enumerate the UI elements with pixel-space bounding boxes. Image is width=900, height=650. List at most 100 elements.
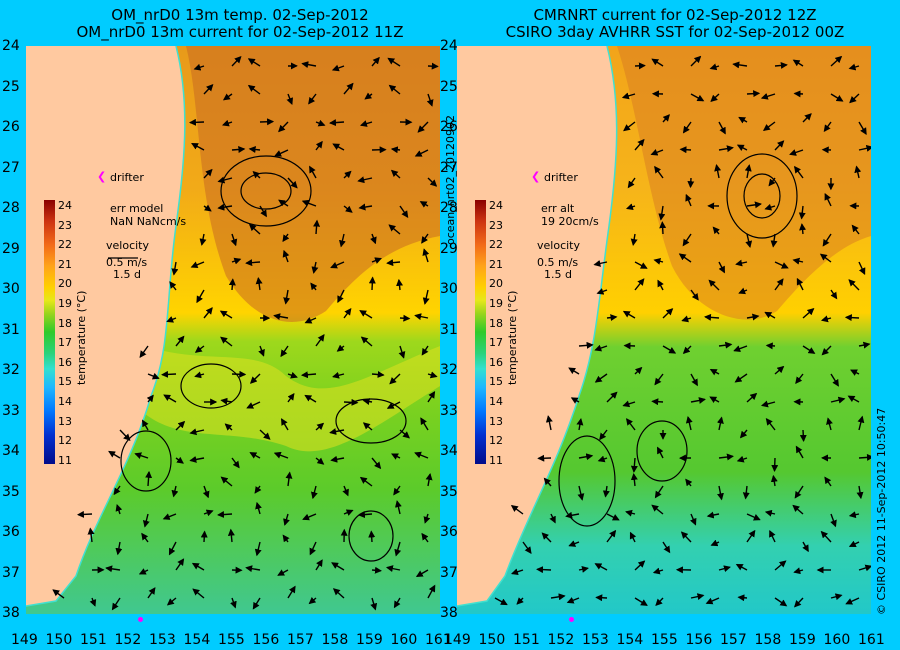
- current-vector: [87, 527, 95, 543]
- current-vector: [161, 370, 177, 378]
- current-vector: [858, 144, 871, 152]
- current-vector: [171, 485, 179, 498]
- current-vector: [231, 55, 242, 67]
- current-vector: [368, 276, 376, 291]
- current-vector: [168, 541, 177, 556]
- current-vector: [282, 233, 290, 243]
- current-vector: [386, 401, 401, 409]
- current-vector: [422, 289, 430, 305]
- current-vector: [651, 398, 664, 406]
- current-vector: [622, 400, 636, 408]
- current-vector: [315, 119, 326, 127]
- current-vector: [732, 61, 748, 69]
- lat-tick-label: 36: [440, 524, 458, 540]
- current-vector: [190, 261, 205, 269]
- current-vector: [764, 509, 776, 517]
- current-vector: [690, 397, 706, 404]
- current-vector: [308, 596, 317, 605]
- current-vector: [423, 513, 431, 524]
- left-title-line2: OM_nrD0 13m current for 02-Sep-2012 11Z: [76, 23, 404, 41]
- current-vector: [342, 485, 349, 497]
- current-vector: [802, 308, 815, 319]
- current-vector: [774, 261, 789, 269]
- current-vector: [625, 509, 636, 517]
- current-vector: [736, 455, 748, 463]
- current-vector: [774, 278, 784, 291]
- current-vector: [193, 63, 205, 71]
- current-vector: [830, 396, 846, 404]
- current-vector: [230, 597, 237, 609]
- colorbar-tick-label: 16: [489, 355, 503, 369]
- current-vector: [388, 224, 401, 235]
- current-vector: [202, 485, 210, 499]
- current-vector: [848, 511, 860, 519]
- current-vector: [358, 203, 373, 211]
- current-vector: [189, 428, 205, 436]
- current-vector: [393, 485, 401, 496]
- current-vector: [390, 169, 401, 179]
- current-vector: [848, 63, 860, 71]
- left-drifter-label: drifter: [110, 171, 144, 184]
- current-vector: [706, 511, 720, 519]
- colorbar-tick-label: 12: [489, 434, 503, 448]
- current-vector: [710, 539, 720, 547]
- current-vector: [217, 176, 233, 184]
- current-vector: [308, 93, 317, 105]
- current-vector: [709, 63, 720, 71]
- current-vector: [690, 93, 705, 102]
- left-err-label: err model: [110, 202, 164, 215]
- run-id-label: ocean_nrt02_20120902: [444, 114, 457, 245]
- current-vector: [622, 310, 636, 319]
- lat-tick-label: 38: [2, 605, 20, 621]
- current-vector: [844, 314, 860, 322]
- right-err-value: 19 20cm/s: [541, 215, 599, 228]
- current-vector: [536, 566, 552, 574]
- lon-tick-label: 151: [513, 632, 540, 648]
- lon-tick-label: 156: [252, 632, 280, 648]
- current-vector: [738, 116, 748, 124]
- current-vector: [848, 540, 860, 548]
- lat-tick-label: 36: [2, 524, 20, 540]
- current-vector: [111, 597, 121, 611]
- current-vector: [630, 233, 638, 246]
- current-vector: [830, 373, 839, 387]
- current-vector: [427, 391, 436, 403]
- current-vector: [332, 371, 345, 379]
- current-vector: [824, 476, 832, 487]
- current-vector: [856, 485, 864, 500]
- current-vector: [593, 259, 608, 267]
- lat-tick-label: 35: [2, 483, 20, 500]
- current-vector: [710, 93, 720, 102]
- current-vector: [282, 534, 290, 543]
- current-vector: [744, 164, 752, 179]
- colorbar-tick-label: 11: [58, 453, 72, 467]
- current-vector: [774, 61, 788, 69]
- colorbar-tick-label: 13: [58, 414, 72, 428]
- right-map-svg: [457, 46, 871, 614]
- current-vector: [565, 511, 580, 519]
- lon-tick-label: 153: [149, 632, 176, 648]
- colorbar-tick-label: 15: [489, 375, 503, 389]
- lon-tick-label: 161: [858, 632, 885, 648]
- current-vector: [850, 369, 860, 376]
- lon-tick-label: 157: [287, 632, 314, 648]
- current-vector: [119, 429, 131, 441]
- current-vector: [419, 201, 429, 208]
- current-vector: [708, 279, 720, 291]
- current-vector: [330, 261, 345, 269]
- lon-tick-label: 159: [356, 632, 383, 648]
- current-vector: [654, 373, 664, 386]
- current-vector: [343, 205, 353, 213]
- current-vector: [545, 415, 553, 431]
- current-vector: [105, 565, 121, 573]
- lat-tick-label: 28: [2, 200, 20, 216]
- left-map: [26, 46, 440, 614]
- left-velocity-scale-arrow: [108, 257, 138, 259]
- current-vector: [739, 429, 748, 439]
- current-vector: [166, 316, 177, 323]
- current-vector: [287, 371, 298, 379]
- current-vector: [362, 398, 373, 405]
- current-vector: [858, 121, 867, 136]
- colorbar-tick-label: 12: [58, 434, 72, 448]
- current-vector: [634, 366, 643, 375]
